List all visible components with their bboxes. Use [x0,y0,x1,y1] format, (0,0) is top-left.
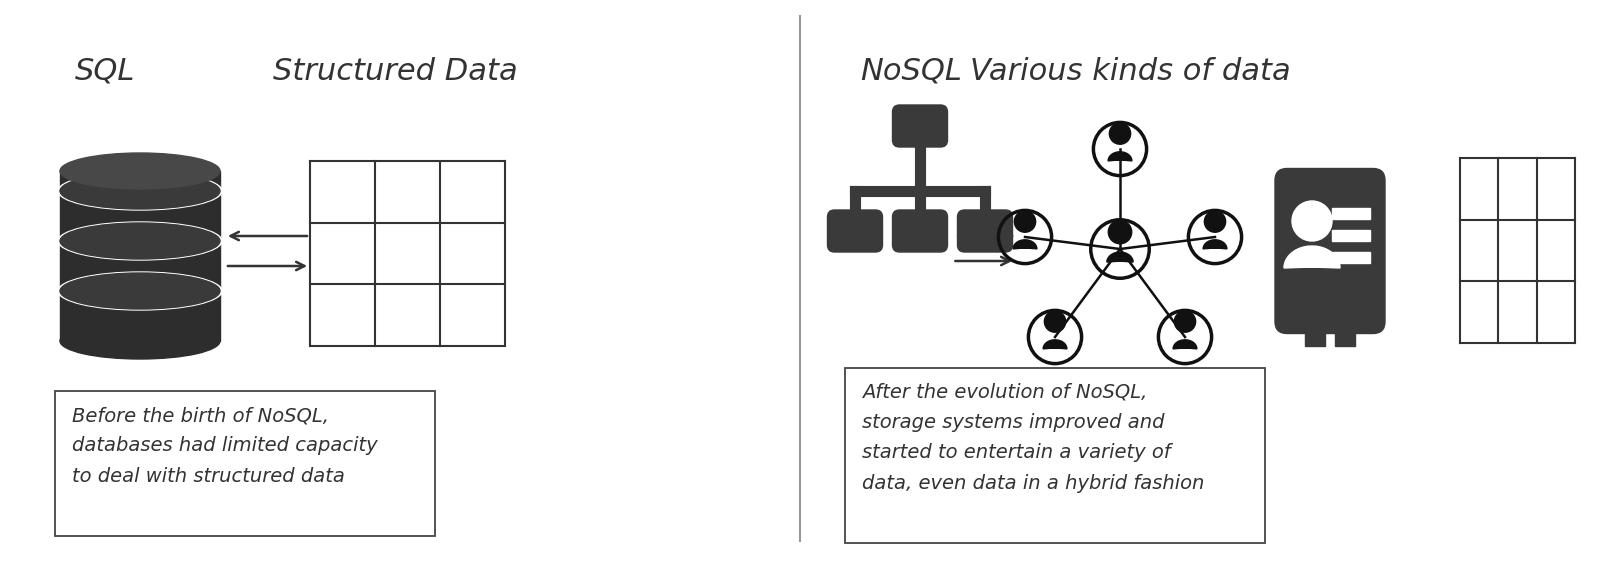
Circle shape [1045,311,1066,332]
Circle shape [1205,211,1226,232]
FancyBboxPatch shape [957,210,1013,252]
FancyBboxPatch shape [845,368,1266,543]
Polygon shape [1109,152,1131,161]
FancyBboxPatch shape [1331,252,1370,263]
FancyBboxPatch shape [893,210,947,252]
Text: Various kinds of data: Various kinds of data [970,57,1290,85]
Text: SQL: SQL [75,57,136,85]
Polygon shape [1173,340,1197,349]
Ellipse shape [58,172,222,210]
Ellipse shape [61,153,221,189]
FancyBboxPatch shape [1275,168,1386,333]
FancyBboxPatch shape [54,391,435,536]
Polygon shape [1283,246,1341,268]
Polygon shape [1043,340,1067,349]
Circle shape [1014,211,1035,232]
Circle shape [1293,201,1331,241]
Circle shape [1174,311,1195,332]
FancyBboxPatch shape [1331,230,1370,241]
Ellipse shape [61,323,221,359]
Ellipse shape [58,272,222,310]
Circle shape [1109,123,1131,144]
Text: Before the birth of NoSQL,
databases had limited capacity
to deal with structure: Before the birth of NoSQL, databases had… [72,406,378,485]
Ellipse shape [61,223,221,259]
Polygon shape [1107,252,1133,262]
FancyBboxPatch shape [827,210,883,252]
Ellipse shape [58,222,222,260]
Polygon shape [1013,240,1037,249]
FancyBboxPatch shape [893,105,947,147]
FancyBboxPatch shape [1331,208,1370,219]
FancyBboxPatch shape [1334,332,1355,346]
Text: NoSQL: NoSQL [861,57,962,85]
Polygon shape [1203,240,1227,249]
FancyBboxPatch shape [61,171,221,341]
Ellipse shape [61,273,221,309]
Text: After the evolution of NoSQL,
storage systems improved and
started to entertain : After the evolution of NoSQL, storage sy… [862,383,1205,493]
Ellipse shape [61,173,221,209]
FancyBboxPatch shape [1306,332,1325,346]
Text: Structured Data: Structured Data [272,57,517,85]
Circle shape [1109,220,1131,244]
